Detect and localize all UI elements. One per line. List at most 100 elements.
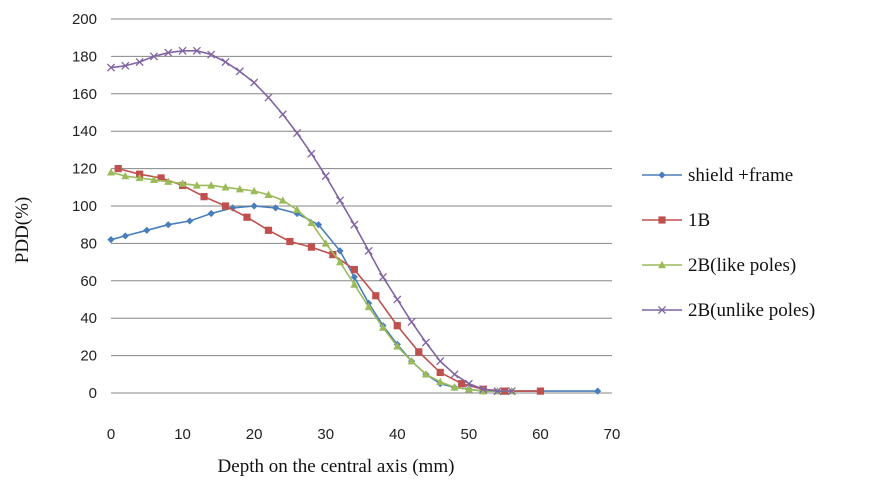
series-2-point-26 xyxy=(479,386,488,395)
series-3-point-12-b xyxy=(278,110,287,119)
series-3-point-4 xyxy=(164,48,173,57)
x-tick-label-5: 50 xyxy=(461,426,478,443)
y-tick-label-9: 180 xyxy=(72,48,97,65)
series-2-point-4 xyxy=(164,177,173,185)
series-3-point-3-b xyxy=(149,52,159,61)
series-1-point-7 xyxy=(264,226,273,234)
series-3-point-3 xyxy=(149,52,159,61)
series-3-point-26 xyxy=(479,385,488,394)
series-2-point-22 xyxy=(421,370,430,378)
series-3-point-24 xyxy=(450,370,459,379)
series-2-point-24 xyxy=(450,383,459,391)
series-layer xyxy=(106,46,602,396)
series-1-point-9 xyxy=(307,243,315,251)
series-3-point-23-b xyxy=(436,357,445,366)
series-3 xyxy=(106,46,516,396)
series-3-point-18 xyxy=(364,246,373,255)
series-3-point-13 xyxy=(293,129,302,138)
series-2-point-20 xyxy=(393,342,402,350)
series-3-point-0-b xyxy=(106,63,116,72)
x-axis-title: Depth on the central axis (mm) xyxy=(218,456,455,477)
series-3-point-21-b xyxy=(407,317,416,326)
series-0-point-5 xyxy=(207,209,215,218)
series-2-point-12 xyxy=(278,196,287,204)
series-3-point-18-b xyxy=(364,246,373,255)
series-3-point-14-b xyxy=(307,149,316,158)
series-1-point-19 xyxy=(536,387,545,395)
series-2-point-17 xyxy=(350,280,359,288)
series-2-point-11 xyxy=(264,190,273,198)
series-2-point-6 xyxy=(192,181,201,189)
series-3-point-19 xyxy=(378,273,388,282)
series-3-point-9-b xyxy=(235,67,244,76)
y-tick-label-4: 80 xyxy=(80,235,97,252)
series-3-point-8 xyxy=(221,57,230,67)
series-3-point-16-b xyxy=(335,196,345,205)
series-2-point-5 xyxy=(178,179,187,187)
series-1-point-10 xyxy=(329,251,337,259)
series-0-point-4 xyxy=(186,217,194,225)
series-0-point-3 xyxy=(164,221,172,229)
series-0-point-23 xyxy=(594,387,602,395)
series-2-point-9 xyxy=(235,184,244,193)
series-3-point-20 xyxy=(393,295,402,304)
series-3-point-17-b xyxy=(350,220,359,229)
series-3-point-2 xyxy=(135,57,144,67)
x-tick-label-6: 60 xyxy=(532,426,549,443)
y-tick-label-8: 160 xyxy=(72,86,97,103)
series-3-point-14 xyxy=(307,149,316,158)
legend-marker-1 xyxy=(658,216,666,224)
x-tick-label-2: 20 xyxy=(246,426,263,443)
series-3-point-2-b xyxy=(135,57,144,67)
series-3-point-11-b xyxy=(264,93,273,102)
legend-item-2: 2B(like poles) xyxy=(642,255,796,276)
y-tick-label-10: 200 xyxy=(72,11,97,28)
y-tick-label-7: 140 xyxy=(72,123,97,140)
y-tick-label-0: 0 xyxy=(89,385,97,402)
series-2-point-18 xyxy=(364,302,373,311)
series-3-point-8-b xyxy=(221,57,230,67)
series-0-line xyxy=(110,205,598,392)
series-3-point-10 xyxy=(250,78,259,87)
y-tick-label-3: 60 xyxy=(80,273,97,290)
series-1 xyxy=(114,165,545,395)
legend-marker-2 xyxy=(658,260,666,269)
series-3-point-25-b xyxy=(464,379,473,388)
series-1-point-15 xyxy=(436,368,444,377)
series-3-point-5 xyxy=(178,46,187,55)
legend-item-3: 2B(unlike poles) xyxy=(642,300,815,321)
series-2-point-0 xyxy=(107,168,115,176)
series-2-line xyxy=(110,171,512,392)
series-3-point-7 xyxy=(207,50,216,59)
series-2-point-1 xyxy=(121,171,130,180)
series-3-point-21 xyxy=(407,317,416,326)
y-tick-label-5: 100 xyxy=(72,198,97,215)
series-2-point-8 xyxy=(221,183,230,191)
series-1-point-2 xyxy=(157,174,165,182)
legend-item-1: 1B xyxy=(642,210,710,231)
x-tick-label-0: 0 xyxy=(107,426,115,443)
series-3-point-12 xyxy=(278,110,287,119)
series-2-point-14 xyxy=(307,218,316,227)
series-3-point-20-b xyxy=(393,295,402,304)
grid-layer xyxy=(111,18,612,394)
series-1-point-11 xyxy=(350,265,358,274)
y-tick-label-6: 120 xyxy=(72,161,97,178)
y-tick-label-1: 20 xyxy=(80,348,97,365)
series-2-point-21 xyxy=(407,357,416,365)
series-3-point-6-b xyxy=(192,46,201,55)
series-3-point-16 xyxy=(335,196,345,205)
x-tick-label-3: 30 xyxy=(317,426,334,443)
series-2-point-15 xyxy=(321,239,330,247)
series-2-point-3 xyxy=(149,175,158,184)
series-1-point-8 xyxy=(286,237,294,246)
series-3-point-17 xyxy=(350,220,359,229)
series-1-point-5 xyxy=(221,202,230,210)
series-3-point-6 xyxy=(192,46,201,55)
series-2-point-10 xyxy=(250,186,259,195)
series-3-point-19-b xyxy=(378,273,388,282)
series-3-point-9 xyxy=(235,67,244,76)
series-3-point-15 xyxy=(321,172,330,181)
